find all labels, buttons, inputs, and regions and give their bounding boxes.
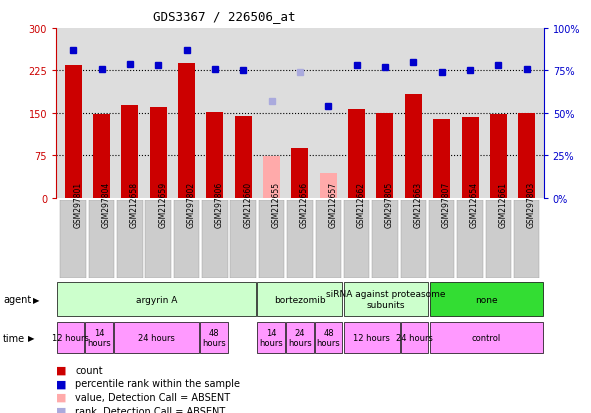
FancyBboxPatch shape	[401, 322, 428, 354]
Text: 12 hours: 12 hours	[353, 333, 390, 342]
Bar	[178, 64, 195, 198]
FancyBboxPatch shape	[89, 200, 114, 279]
Text: GSM212662: GSM212662	[356, 181, 366, 227]
FancyBboxPatch shape	[202, 200, 228, 279]
Text: GSM212663: GSM212663	[413, 181, 423, 227]
FancyBboxPatch shape	[457, 200, 483, 279]
Text: GSM212658: GSM212658	[130, 181, 139, 227]
Text: 24 hours: 24 hours	[138, 333, 175, 342]
Bar	[462, 118, 479, 198]
FancyBboxPatch shape	[430, 282, 543, 316]
Text: GSM297803: GSM297803	[527, 181, 535, 227]
Text: siRNA against proteasome
subunits: siRNA against proteasome subunits	[326, 290, 446, 309]
Text: 24 hours: 24 hours	[396, 333, 433, 342]
Text: 14
hours: 14 hours	[259, 328, 283, 347]
Bar	[376, 114, 394, 198]
Text: GSM297804: GSM297804	[102, 181, 111, 227]
FancyBboxPatch shape	[315, 322, 342, 354]
Text: GSM297807: GSM297807	[441, 181, 451, 227]
FancyBboxPatch shape	[286, 322, 314, 354]
Text: count: count	[75, 365, 103, 375]
Bar	[518, 114, 535, 198]
Text: GSM297806: GSM297806	[215, 181, 224, 227]
Text: 24
hours: 24 hours	[288, 328, 312, 347]
FancyBboxPatch shape	[343, 322, 400, 354]
Text: bortezomib: bortezomib	[274, 295, 326, 304]
Text: GSM297805: GSM297805	[385, 181, 394, 227]
Bar	[320, 174, 337, 198]
FancyBboxPatch shape	[258, 322, 285, 354]
FancyBboxPatch shape	[343, 282, 428, 316]
Bar	[263, 157, 280, 198]
Bar	[206, 112, 223, 198]
FancyBboxPatch shape	[230, 200, 256, 279]
FancyBboxPatch shape	[486, 200, 511, 279]
Bar	[93, 115, 110, 198]
Text: argyrin A: argyrin A	[136, 295, 177, 304]
FancyBboxPatch shape	[316, 200, 341, 279]
Text: 12 hours: 12 hours	[52, 333, 89, 342]
Text: none: none	[475, 295, 498, 304]
FancyBboxPatch shape	[117, 200, 142, 279]
FancyBboxPatch shape	[85, 322, 113, 354]
Text: 14
hours: 14 hours	[87, 328, 111, 347]
Bar	[235, 116, 252, 198]
Text: GSM297801: GSM297801	[73, 181, 82, 227]
Text: 48
hours: 48 hours	[202, 328, 226, 347]
Bar	[490, 115, 507, 198]
FancyBboxPatch shape	[514, 200, 540, 279]
Text: GSM212661: GSM212661	[498, 181, 507, 227]
Text: percentile rank within the sample: percentile rank within the sample	[75, 378, 240, 388]
FancyBboxPatch shape	[60, 200, 86, 279]
FancyBboxPatch shape	[401, 200, 426, 279]
Bar	[405, 95, 422, 198]
Bar	[121, 106, 138, 198]
Text: ▶: ▶	[33, 295, 39, 304]
Text: control: control	[472, 333, 501, 342]
Text: GSM212654: GSM212654	[470, 181, 479, 227]
FancyBboxPatch shape	[430, 322, 543, 354]
FancyBboxPatch shape	[114, 322, 199, 354]
Bar	[150, 108, 167, 198]
FancyBboxPatch shape	[200, 322, 228, 354]
Text: rank, Detection Call = ABSENT: rank, Detection Call = ABSENT	[75, 406, 225, 413]
Text: 48
hours: 48 hours	[317, 328, 340, 347]
FancyBboxPatch shape	[372, 200, 398, 279]
Text: GSM212657: GSM212657	[328, 181, 337, 227]
Text: ■: ■	[56, 378, 67, 388]
Bar	[64, 66, 82, 198]
Text: time: time	[3, 333, 25, 343]
FancyBboxPatch shape	[258, 282, 342, 316]
FancyBboxPatch shape	[259, 200, 284, 279]
FancyBboxPatch shape	[344, 200, 369, 279]
Text: GSM212660: GSM212660	[243, 181, 252, 227]
Text: agent: agent	[3, 294, 31, 304]
FancyBboxPatch shape	[174, 200, 199, 279]
Text: GSM297802: GSM297802	[187, 181, 196, 227]
FancyBboxPatch shape	[429, 200, 454, 279]
Bar	[291, 149, 309, 198]
Text: GSM212655: GSM212655	[272, 181, 281, 227]
FancyBboxPatch shape	[287, 200, 313, 279]
Bar	[348, 109, 365, 198]
Text: value, Detection Call = ABSENT: value, Detection Call = ABSENT	[75, 392, 230, 402]
FancyBboxPatch shape	[145, 200, 171, 279]
Text: ▶: ▶	[28, 333, 35, 342]
Text: ■: ■	[56, 406, 67, 413]
Text: GSM212659: GSM212659	[158, 181, 167, 227]
FancyBboxPatch shape	[57, 322, 85, 354]
Text: ■: ■	[56, 365, 67, 375]
FancyBboxPatch shape	[57, 282, 256, 316]
Bar	[433, 119, 450, 198]
Text: GDS3367 / 226506_at: GDS3367 / 226506_at	[153, 10, 296, 23]
Text: GSM212656: GSM212656	[300, 181, 309, 227]
Text: ■: ■	[56, 392, 67, 402]
